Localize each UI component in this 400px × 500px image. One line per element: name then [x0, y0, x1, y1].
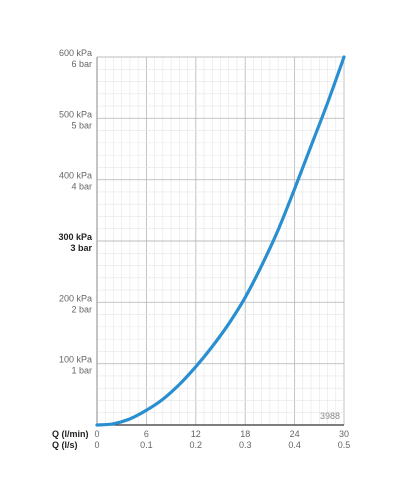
x-tick-label-primary: 12	[191, 429, 201, 439]
x-tick-label-primary: 18	[240, 429, 250, 439]
y-tick-label-kpa: 600 kPa	[59, 48, 92, 58]
x-axis-ticks: 00 60.1 120.2 180.3 240.4 300.5	[94, 429, 350, 450]
x-tick-label-secondary: 0.3	[239, 440, 252, 450]
y-tick-label-bar: 5 bar	[71, 120, 92, 130]
y-tick-label-kpa: 300 kPa	[58, 232, 93, 242]
x-tick-label-primary: 24	[290, 429, 300, 439]
chart-code-label: 3988	[320, 411, 340, 421]
x-tick-label-secondary: 0.1	[140, 440, 153, 450]
y-tick-label-kpa: 200 kPa	[59, 293, 92, 303]
chart-grid	[96, 56, 345, 426]
x-tick-label-secondary: 0	[94, 440, 99, 450]
y-tick-label-bar: 4 bar	[71, 182, 92, 192]
pressure-flow-curve	[95, 55, 346, 427]
x-axis-label-secondary: Q (l/s)	[52, 440, 78, 450]
plot-frame	[96, 57, 344, 426]
y-tick-label-kpa: 500 kPa	[59, 109, 92, 119]
x-tick-label-secondary: 0.5	[338, 440, 351, 450]
y-tick-label-bar: 2 bar	[71, 304, 92, 314]
series-group	[95, 55, 346, 427]
y-tick-label-kpa: 100 kPa	[59, 355, 92, 365]
y-tick-label-bar: 3 bar	[70, 243, 92, 253]
x-tick-label-primary: 30	[339, 429, 349, 439]
x-tick-label-primary: 6	[144, 429, 149, 439]
x-tick-label-primary: 0	[94, 429, 99, 439]
y-tick-label-kpa: 400 kPa	[59, 171, 92, 181]
x-tick-label-secondary: 0.2	[190, 440, 203, 450]
x-axis-label-primary: Q (l/min)	[52, 429, 89, 439]
y-tick-label-bar: 1 bar	[71, 366, 92, 376]
y-tick-label-bar: 6 bar	[71, 59, 92, 69]
x-tick-label-secondary: 0.4	[288, 440, 301, 450]
